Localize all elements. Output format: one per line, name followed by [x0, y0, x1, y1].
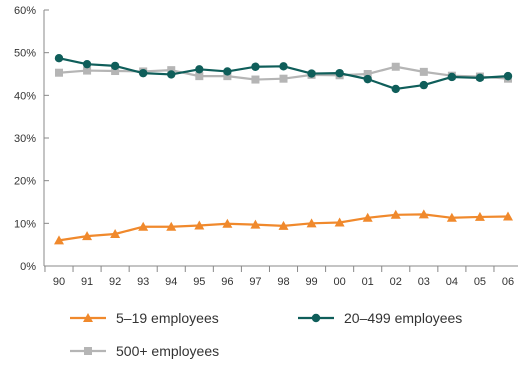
x-tick-label: 00 [334, 276, 346, 288]
series-layer [54, 54, 513, 245]
legend-item: 5–19 employees [70, 310, 219, 326]
data-point [55, 68, 63, 77]
y-tick-label: 20% [14, 176, 36, 188]
x-tick-label: 06 [502, 276, 514, 288]
data-point [82, 231, 93, 241]
legend-label: 500+ employees [116, 343, 219, 359]
series-1 [54, 54, 513, 94]
data-point [195, 65, 204, 74]
y-tick-label: 60% [14, 5, 36, 17]
x-tick-label: 96 [221, 276, 233, 288]
data-point [419, 80, 429, 90]
y-tick-label: 10% [14, 218, 36, 230]
data-point [83, 66, 92, 75]
data-point [279, 62, 288, 71]
data-point [278, 220, 289, 230]
data-point [307, 69, 316, 78]
x-axis: 90 91 92 93 94 95 96 97 98 99 00 01 02 03 04 05 06 [44, 265, 518, 288]
data-point [503, 211, 513, 221]
data-point [279, 74, 288, 83]
data-point [447, 72, 457, 82]
x-tick-label: 03 [418, 276, 430, 288]
data-point [391, 84, 400, 94]
legend-label: 5–19 employees [116, 310, 219, 326]
x-tick-label: 05 [474, 276, 486, 288]
x-tick-label: 93 [137, 276, 149, 288]
x-tick-label: 99 [305, 276, 317, 288]
y-tick-label: 30% [14, 133, 36, 145]
data-point [474, 211, 485, 221]
series-0 [54, 209, 513, 245]
data-point [194, 220, 205, 230]
y-axis: 0% 10% 20% 30% 40% 50% 60% [14, 5, 49, 273]
data-point [306, 218, 317, 228]
data-point [251, 62, 260, 71]
x-tick-label: 91 [81, 276, 93, 288]
data-point [223, 72, 232, 81]
data-point [138, 68, 148, 78]
legend-item: 500+ employees [70, 343, 219, 359]
data-point [111, 67, 120, 76]
y-tick-label: 40% [14, 90, 36, 102]
data-point [110, 229, 121, 238]
legend: 5–19 employees 20–499 employees 500+ emplo… [70, 310, 462, 359]
data-point [503, 71, 513, 81]
legend-marker [84, 347, 92, 355]
x-tick-label: 95 [193, 276, 205, 288]
data-point [446, 212, 457, 222]
x-tick-label: 92 [109, 276, 121, 288]
x-tick-label: 94 [165, 276, 177, 288]
y-tick-label: 0% [20, 261, 36, 273]
data-point [335, 68, 344, 78]
x-tick-label: 04 [446, 276, 458, 288]
data-point [167, 70, 176, 79]
data-point [82, 59, 92, 69]
data-point [362, 212, 373, 222]
x-tick-label: 90 [53, 276, 65, 288]
data-point [418, 209, 429, 219]
data-point [390, 209, 401, 219]
data-point [419, 67, 428, 76]
data-point [138, 221, 149, 231]
x-tick-label: 98 [277, 276, 289, 288]
x-tick-label: 97 [249, 276, 261, 288]
data-point [54, 235, 64, 245]
data-point [334, 217, 345, 227]
data-point [110, 61, 120, 71]
y-tick-label: 50% [14, 48, 36, 60]
data-point [195, 72, 204, 81]
legend-label: 20–499 employees [344, 310, 462, 326]
x-tick-label: 01 [362, 276, 374, 288]
legend-marker [311, 313, 321, 323]
legend-marker [83, 313, 93, 322]
data-point [251, 75, 260, 84]
legend-item: 20–499 employees [298, 310, 462, 326]
data-point [475, 73, 485, 83]
data-point [223, 67, 232, 76]
data-point [250, 219, 261, 229]
data-point [363, 74, 372, 84]
data-point [222, 218, 233, 228]
data-point [363, 70, 372, 78]
data-point [166, 221, 177, 231]
data-point [167, 66, 176, 75]
data-point [391, 62, 400, 71]
x-tick-label: 02 [390, 276, 402, 288]
data-point [54, 54, 64, 63]
